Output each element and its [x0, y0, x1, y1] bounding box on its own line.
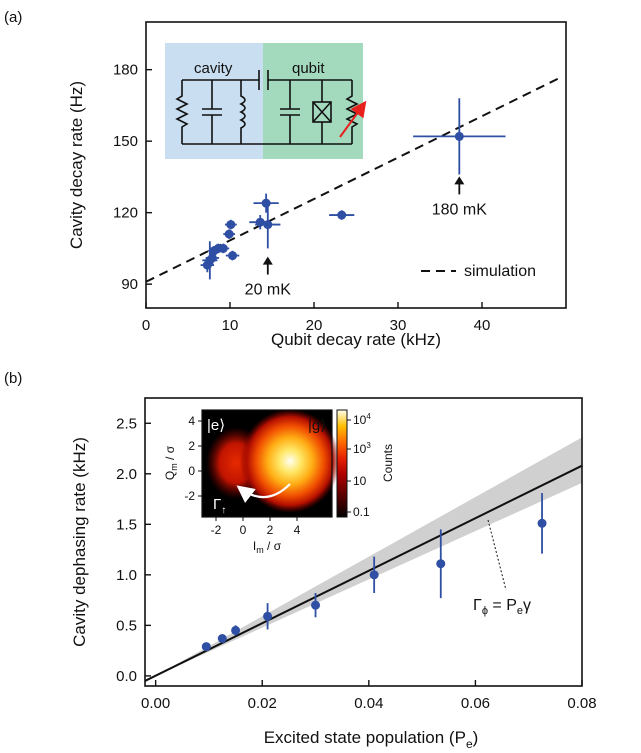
- data-point-b: [217, 634, 227, 644]
- data-point-a: [263, 220, 273, 230]
- data-point-b: [231, 625, 241, 635]
- y-tick-label-a: 120: [113, 205, 138, 222]
- panel-b-label: (b): [4, 370, 22, 387]
- x-tick-label-a: 30: [390, 317, 407, 334]
- colorbar-tick-label: 10: [353, 474, 367, 488]
- annotation-180mk-arrow-head: [454, 176, 465, 185]
- fit-annotation: Γϕ = Peγ: [473, 597, 531, 617]
- panel-a-label: (a): [4, 9, 22, 26]
- data-point-a: [454, 131, 464, 141]
- fit-line: [144, 464, 583, 682]
- legend-simulation-label: simulation: [464, 263, 536, 280]
- qubit-region: [263, 43, 363, 159]
- histogram-ticks: -2 0 2 4 4 2 0 -2: [184, 414, 300, 537]
- histogram-y-tick-label: 4: [188, 414, 195, 428]
- histogram-x-tick-label: 2: [267, 523, 274, 537]
- plot-a-content: 0 10 20 30 40 90 120 150 180 20 mK 180 mK: [113, 62, 563, 334]
- data-point-b: [201, 642, 211, 652]
- data-point-a: [337, 210, 347, 220]
- state-e-label: |e⟩: [207, 417, 225, 434]
- state-g-label: |g⟩: [308, 417, 326, 434]
- histogram-x-tick-label: 4: [294, 523, 301, 537]
- histogram-y-title: Qm / σ: [163, 445, 179, 480]
- x-tick-label-b: 0.06: [461, 695, 490, 712]
- histogram-y-tick-label: -2: [184, 489, 195, 503]
- x-axis-title-a: Qubit decay rate (kHz): [271, 330, 441, 349]
- x-tick-label-a: 20: [306, 317, 323, 334]
- y-tick-label-b: 2.5: [116, 415, 137, 432]
- colorbar-title: Counts: [381, 444, 395, 482]
- histogram-frame: [201, 409, 333, 518]
- x-tick-label-a: 40: [474, 317, 491, 334]
- confidence-band: [155, 437, 582, 676]
- plot-a-frame: [145, 21, 567, 309]
- colorbar-ticks: 104 103 10 0.1: [347, 412, 371, 519]
- panel-a: (a) cavity qubit: [4, 9, 567, 349]
- x-tick-label-b: 0.08: [567, 695, 596, 712]
- annotation-20mk-arrow-head: [262, 256, 273, 265]
- x-tick-label-b: 0.00: [141, 695, 170, 712]
- x-tick-label-b: 0.02: [248, 695, 277, 712]
- x-tick-label-a: 0: [142, 317, 150, 334]
- y-axis-title-b: Cavity dephasing rate (kHz): [70, 437, 89, 647]
- data-point-a: [207, 253, 217, 263]
- y-tick-label-a: 150: [113, 133, 138, 150]
- tunable-arrow: [339, 100, 367, 138]
- colorbar-tick-label: 103: [353, 441, 371, 456]
- data-point-a: [224, 229, 234, 239]
- colorbar-tick-label: 0.1: [353, 505, 370, 519]
- y-tick-label-b: 0.0: [116, 668, 137, 685]
- colorbar: [336, 409, 348, 518]
- qubit-label: qubit: [292, 60, 325, 77]
- data-point-b: [436, 559, 446, 569]
- histogram-y-tick-label: 0: [188, 464, 195, 478]
- plot-b-content: 0.00 0.02 0.04 0.06 0.08 0.0 0.5 1.0 1.5 2.0 2.5: [116, 415, 596, 712]
- panel-b: (b) 0.00 0.02 0.04 0.06 0.08 0.0 0.5 1.0 1.5 2.0 2…: [4, 370, 597, 751]
- legend-a: simulation: [421, 263, 536, 280]
- y-tick-label-b: 2.0: [116, 466, 137, 483]
- transition-label: Γ↑: [213, 496, 226, 516]
- histogram-x-title: Im / σ: [253, 539, 282, 555]
- fit-annotation-leader: [487, 519, 507, 591]
- y-tick-label-b: 1.5: [116, 516, 137, 533]
- y-tick-label-a: 180: [113, 62, 138, 79]
- y-axis-title-a: Cavity decay rate (Hz): [67, 81, 86, 249]
- data-point-b: [311, 600, 321, 610]
- y-tick-label-a: 90: [121, 276, 138, 293]
- x-tick-label-b: 0.04: [354, 695, 383, 712]
- histogram-g-blob: [240, 409, 340, 513]
- data-point-a: [261, 198, 271, 208]
- histogram-y-tick-label: 2: [188, 439, 195, 453]
- data-point-b: [537, 518, 547, 528]
- histogram-x-tick-label: 0: [240, 523, 247, 537]
- transition-arrow: [236, 483, 291, 504]
- plot-b-frame: [144, 397, 583, 687]
- y-tick-label-b: 1.0: [116, 567, 137, 584]
- histogram-x-tick-label: -2: [211, 523, 222, 537]
- annotation-20mk-label: 20 mK: [245, 282, 292, 299]
- data-point-a: [226, 220, 236, 230]
- data-point-a: [228, 251, 238, 261]
- circuit-inset: cavity qubit: [165, 43, 367, 159]
- x-axis-title-b: Excited state population (Pe): [264, 728, 479, 751]
- data-point-b: [263, 611, 273, 621]
- x-tick-label-a: 10: [222, 317, 239, 334]
- colorbar-tick-label: 104: [353, 412, 371, 427]
- y-tick-label-b: 0.5: [116, 617, 137, 634]
- annotation-180mk-label: 180 mK: [432, 201, 487, 218]
- cavity-label: cavity: [194, 60, 233, 77]
- data-point-b: [369, 570, 379, 580]
- data-point-a: [218, 243, 228, 253]
